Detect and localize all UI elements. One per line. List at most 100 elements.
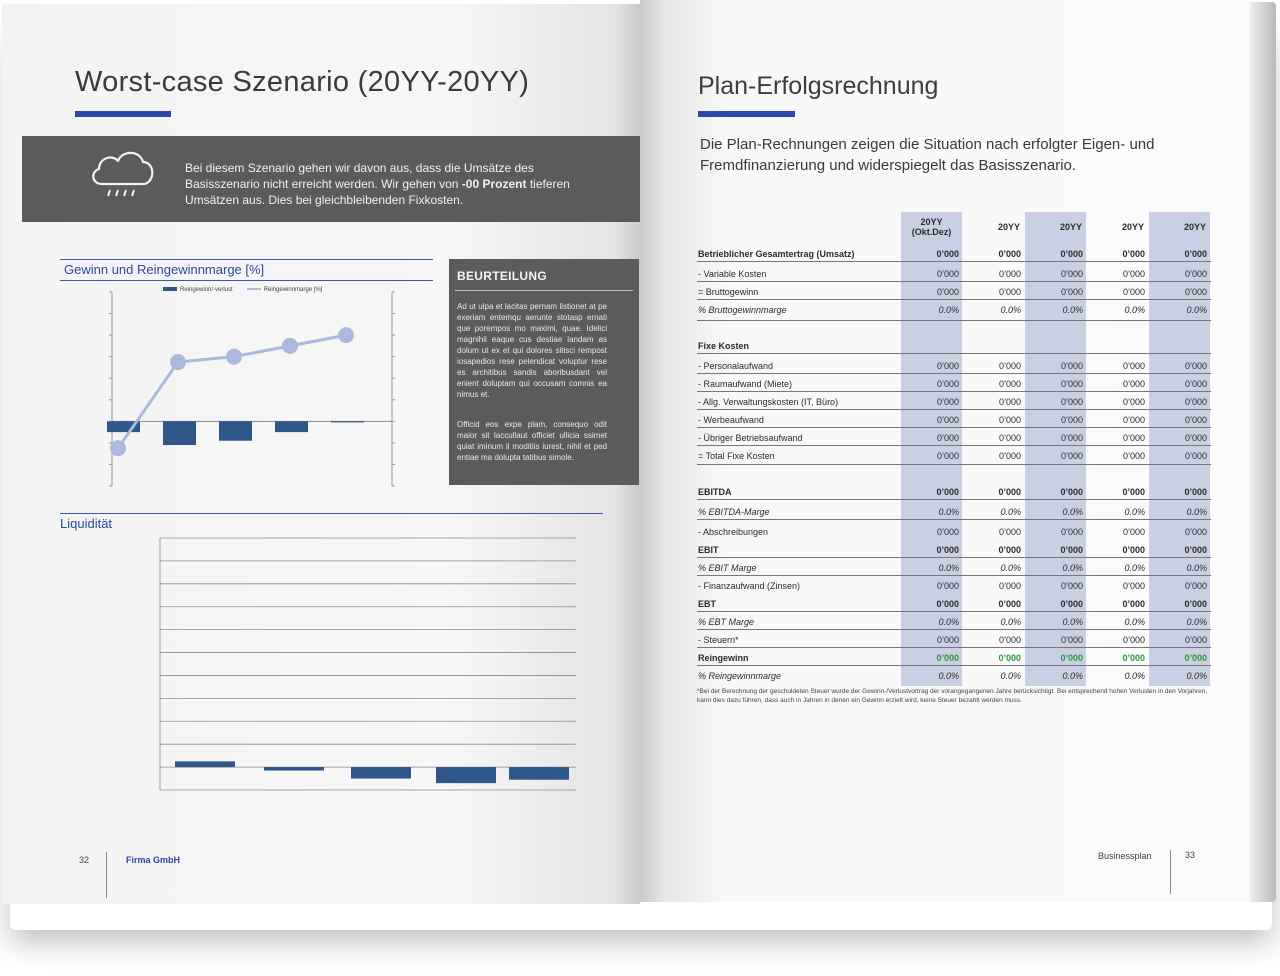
- page-title: Plan-Erfolgsrechnung: [698, 72, 939, 100]
- cell-value: 0’000: [998, 249, 1021, 259]
- document-label: Businessplan: [1098, 851, 1152, 861]
- cell-value: 0’000: [936, 379, 959, 389]
- table-row: Fixe Kosten: [697, 336, 1211, 354]
- cell-value: 0’000: [936, 249, 959, 259]
- row-divider: [697, 665, 1211, 666]
- row-divider: [697, 261, 1211, 262]
- assessment-rule: [455, 290, 633, 291]
- page-edge: [1250, 2, 1276, 902]
- table-row: - Abschreibungen 0’000 0’000 0’000 0’000 0’00…: [697, 522, 1211, 540]
- row-label: EBITDA: [698, 487, 732, 497]
- row-divider: [697, 647, 1211, 648]
- cell-value: 0’000: [1060, 527, 1083, 537]
- legend-swatch: [246, 288, 261, 291]
- cell-value: 0’000: [1184, 581, 1207, 591]
- rain-cloud-icon: [92, 151, 154, 197]
- cell-value: 0’000: [1122, 379, 1145, 389]
- cell-value: 0.0%: [1186, 305, 1207, 315]
- cell-value: 0’000: [1184, 269, 1207, 279]
- table-row: EBT 0’000 0’000 0’000 0’000 0’000: [697, 594, 1211, 612]
- cell-value: 0’000: [1184, 527, 1207, 537]
- cell-value: 0’000: [1060, 635, 1083, 645]
- footer-divider: [106, 852, 107, 898]
- cell-value: 0’000: [936, 287, 959, 297]
- cell-value: 0’000: [936, 581, 959, 591]
- cell-value: 0’000: [1184, 379, 1207, 389]
- cell-value: 0.0%: [1124, 563, 1145, 573]
- row-label: - Werbeaufwand: [698, 415, 764, 425]
- banner-text-part: tieferen Umsätzen aus. Dies bei gleichbl…: [185, 177, 570, 207]
- cell-value: 0’000: [1122, 415, 1145, 425]
- section-rule: [60, 280, 433, 281]
- row-divider: [697, 281, 1211, 282]
- row-divider: [697, 353, 1211, 354]
- table-row: = Total Fixe Kosten 0’000 0’000 0’000 0’000 0…: [697, 446, 1211, 464]
- cell-value: 0’000: [1060, 249, 1083, 259]
- cell-value: 0’000: [1060, 287, 1083, 297]
- row-divider: [697, 629, 1211, 630]
- cell-value: 0’000: [936, 599, 959, 609]
- row-divider: [697, 445, 1211, 446]
- column-shade: [1149, 212, 1210, 686]
- table-row: EBITDA 0’000 0’000 0’000 0’000 0’000: [697, 482, 1211, 500]
- assessment-paragraph: Ad ut ulpa et lacitas pernam listionet a…: [457, 302, 607, 399]
- column-header: 20YY: [1121, 222, 1144, 232]
- row-divider: [697, 557, 1211, 558]
- cell-value: 0’000: [998, 545, 1021, 555]
- cell-value: 0’000: [1184, 545, 1207, 555]
- cell-value: 0.0%: [1000, 563, 1021, 573]
- row-label: EBIT: [698, 545, 719, 555]
- cell-value: 0’000: [1122, 527, 1145, 537]
- cell-value: 0’000: [1060, 361, 1083, 371]
- liquidity-chart-title: Liquidität: [60, 516, 113, 531]
- cell-value: 0.0%: [1000, 305, 1021, 315]
- cell-value: 0’000: [936, 451, 959, 461]
- cell-value: 0’000: [1122, 361, 1145, 371]
- cell-value: 0.0%: [1186, 563, 1207, 573]
- row-label: % EBT Marge: [698, 617, 755, 627]
- row-label: - Allg. Verwaltungskosten (IT, Büro): [698, 397, 839, 407]
- margin-point: [282, 337, 298, 354]
- cell-value: 0’000: [998, 361, 1021, 371]
- cell-value: 0’000: [1122, 545, 1145, 555]
- row-divider: [697, 575, 1211, 576]
- title-accent-bar: [698, 111, 795, 117]
- cell-value: 0’000: [936, 487, 959, 497]
- cell-value: 0.0%: [1062, 305, 1083, 315]
- cell-value: 0’000: [998, 287, 1021, 297]
- column-header: 20YY: [1183, 222, 1206, 232]
- cell-value: 0’000: [1060, 487, 1083, 497]
- cell-value: 0.0%: [938, 617, 959, 627]
- table-row: % EBIT Marge 0.0% 0.0% 0.0% 0.0% 0.0%: [697, 558, 1211, 576]
- liquidity-bar: [509, 767, 569, 780]
- table-row: % EBITDA-Marge 0.0% 0.0% 0.0% 0.0% 0.0%: [697, 502, 1211, 520]
- cell-value: 0’000: [1122, 269, 1145, 279]
- cell-value: 0.0%: [1186, 507, 1207, 517]
- cell-value: 0’000: [1060, 451, 1083, 461]
- section-rule: [60, 513, 603, 514]
- legend-item-line: Reingewinnmarge [%]: [246, 287, 322, 293]
- tax-footnote: *Bei der Berechnung der geschuldeten Ste…: [697, 688, 1208, 704]
- margin-point: [226, 348, 242, 365]
- table-row: - Finanzaufwand (Zinsen) 0’000 0’000 0’000 0…: [697, 576, 1211, 594]
- cell-value: 0’000: [1122, 581, 1145, 591]
- cell-value: 0’000: [936, 397, 959, 407]
- cell-value: 0.0%: [1000, 671, 1021, 681]
- intro-text: Die Plan-Rechnungen zeigen die Situation…: [700, 136, 1155, 174]
- cell-value: 0’000: [1122, 599, 1145, 609]
- scenario-banner: [22, 136, 640, 222]
- row-label: - Übriger Betriebsaufwand: [698, 433, 803, 443]
- cell-value: 0’000: [998, 527, 1021, 537]
- assessment-box: BEURTEILUNG Ad ut ulpa et lacitas pernam…: [449, 259, 639, 485]
- table-row: - Variable Kosten 0’000 0’000 0’000 0’000 0’0…: [697, 264, 1211, 282]
- row-label: - Personalaufwand: [698, 361, 774, 371]
- cell-value: 0’000: [998, 379, 1021, 389]
- table-row: - Raumaufwand (Miete) 0’000 0’000 0’000 0’00…: [697, 374, 1211, 392]
- legend-label: Reingewinn/-verlust: [180, 287, 233, 293]
- row-label: = Bruttogewinn: [698, 287, 759, 297]
- liquidity-bar: [264, 767, 324, 771]
- page-number: 33: [1185, 850, 1196, 860]
- row-label: % EBIT Marge: [698, 563, 757, 573]
- section-divider: [697, 464, 1211, 465]
